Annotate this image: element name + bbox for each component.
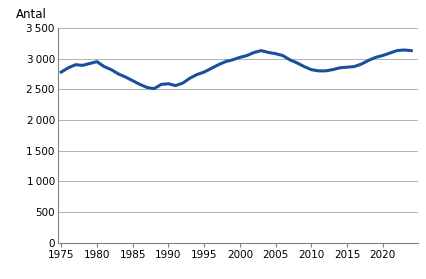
Text: Antal: Antal: [16, 8, 47, 21]
